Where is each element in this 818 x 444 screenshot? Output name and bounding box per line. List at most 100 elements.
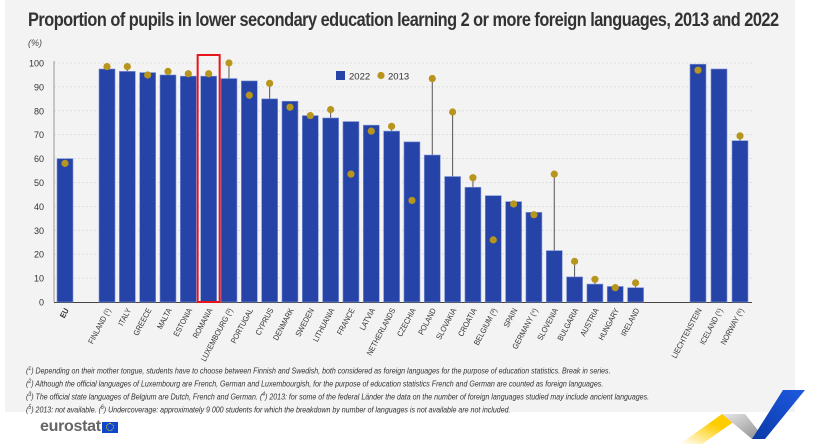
footnote-1: (1) Depending on their mother tongue, st… bbox=[26, 366, 611, 376]
y-tick-label: 40 bbox=[34, 202, 44, 212]
dot-2013 bbox=[388, 122, 396, 130]
dot-2013 bbox=[61, 159, 69, 167]
footnotes: (1) Depending on their mother tongue, st… bbox=[26, 364, 649, 417]
x-tick-label: MALTA bbox=[155, 307, 174, 331]
dot-2013 bbox=[530, 211, 538, 219]
x-tick-label: LATVIA bbox=[358, 307, 378, 332]
dot-2013 bbox=[509, 200, 518, 208]
dot-2013 bbox=[736, 132, 744, 140]
eurostat-logo[interactable]: eurostat bbox=[40, 418, 118, 436]
bar-2022 bbox=[731, 140, 749, 303]
dot-2013 bbox=[245, 91, 253, 99]
dot-2013 bbox=[591, 275, 599, 283]
gridlines bbox=[53, 61, 752, 303]
bar-2022 bbox=[586, 283, 604, 303]
dot-2013 bbox=[103, 62, 111, 71]
legend: 2022 2013 bbox=[336, 71, 409, 83]
dot-2013 bbox=[408, 196, 416, 205]
bar-2022 bbox=[444, 176, 461, 303]
dot-2013 bbox=[367, 127, 375, 135]
dot-2013 bbox=[449, 108, 457, 116]
dot-2013 bbox=[469, 174, 477, 182]
x-tick-label: IRELAND bbox=[619, 306, 642, 338]
bar-2022 bbox=[566, 276, 583, 303]
bar-2022 bbox=[200, 75, 217, 303]
bars-2022 bbox=[56, 63, 749, 303]
footnote-5-6: (5) 2013: not available. (6) Undercovera… bbox=[26, 405, 511, 416]
dot-2013 bbox=[694, 66, 702, 74]
bar-2022 bbox=[159, 74, 177, 303]
legend-swatch-2022 bbox=[336, 71, 345, 80]
bar-2022 bbox=[342, 121, 360, 303]
x-tick-label: EU bbox=[58, 307, 71, 320]
bar-2022 bbox=[505, 201, 522, 303]
y-axis-ticks: 0 10 20 30 40 50 60 70 80 90 100 bbox=[29, 59, 44, 308]
x-tick-label: FINLAND (¹) bbox=[86, 306, 113, 345]
dot-2013 bbox=[164, 67, 172, 75]
y-tick-label: 50 bbox=[34, 178, 44, 188]
bar-2022 bbox=[322, 117, 339, 303]
dot-2013 bbox=[123, 62, 131, 71]
footnote-3-4: (3) The official state languages of Belg… bbox=[26, 392, 650, 403]
bar-2022 bbox=[301, 115, 319, 303]
dot-2013 bbox=[184, 70, 192, 78]
bar-2022 bbox=[689, 63, 707, 303]
bar-2022 bbox=[139, 72, 156, 303]
x-tick-label: POLAND bbox=[416, 306, 438, 336]
dot-2013 bbox=[570, 257, 579, 265]
dot-2013 bbox=[327, 106, 335, 114]
dots-2013 bbox=[61, 59, 744, 292]
dot-2013 bbox=[205, 70, 213, 78]
bar-2022 bbox=[464, 186, 482, 303]
bar-2022 bbox=[98, 68, 116, 303]
y-tick-label: 70 bbox=[34, 130, 44, 140]
bar-2022 bbox=[525, 212, 543, 303]
bar-2022 bbox=[383, 130, 400, 303]
y-tick-label: 90 bbox=[34, 82, 44, 92]
x-tick-label: ITALY bbox=[116, 307, 133, 328]
bar-2022 bbox=[220, 78, 238, 303]
dot-2013 bbox=[489, 236, 497, 244]
x-tick-label: SPAIN bbox=[501, 307, 519, 330]
bar-2022 bbox=[403, 141, 421, 303]
bar-chart: 0 10 20 30 40 50 60 70 80 90 100 EU FINLAND (¹) ITAL… bbox=[29, 54, 752, 363]
decorative-ribbon-icon bbox=[680, 390, 805, 444]
legend-label-2013: 2013 bbox=[388, 72, 409, 83]
legend-swatch-2013 bbox=[377, 71, 385, 80]
x-tick-label: GREECE bbox=[131, 307, 153, 338]
y-tick-label: 100 bbox=[29, 59, 44, 69]
x-tick-label: AUSTRIA bbox=[578, 307, 601, 338]
dot-2013 bbox=[225, 59, 233, 67]
chart-title: Proportion of pupils in lower secondary … bbox=[28, 10, 779, 31]
y-tick-label: 80 bbox=[34, 106, 44, 116]
x-tick-label: LIECHTENSTEIN bbox=[669, 307, 703, 360]
bar-2022 bbox=[119, 71, 136, 303]
x-tick-label: FRANCE bbox=[335, 307, 357, 337]
bar-2022 bbox=[710, 68, 728, 303]
dot-2013 bbox=[286, 103, 294, 111]
logo-text: eurostat bbox=[40, 418, 101, 435]
bar-2022 bbox=[423, 154, 441, 303]
dot-2013 bbox=[144, 71, 152, 79]
legend-label-2022: 2022 bbox=[349, 72, 370, 83]
bar-2022 bbox=[281, 100, 299, 303]
bar-2022 bbox=[56, 158, 74, 303]
y-tick-label: 20 bbox=[34, 250, 44, 260]
bar-2022 bbox=[627, 287, 644, 303]
y-axis-unit: (%) bbox=[28, 38, 42, 48]
y-tick-label: 60 bbox=[34, 154, 44, 164]
dot-2013 bbox=[306, 111, 314, 120]
change-connectors bbox=[126, 63, 741, 288]
dot-2013 bbox=[631, 279, 640, 287]
bar-2022 bbox=[180, 75, 197, 303]
dot-2013 bbox=[550, 170, 558, 178]
highlight-box-romania bbox=[196, 54, 221, 303]
dot-2013 bbox=[428, 74, 436, 83]
x-tick-label: CZECHIA bbox=[395, 307, 418, 339]
footnote-2: (2) Although the official languages of L… bbox=[26, 379, 604, 389]
bar-2022 bbox=[241, 80, 258, 303]
x-tick-label: CYPRUS bbox=[253, 307, 275, 337]
eu-flag-icon bbox=[101, 421, 118, 433]
y-tick-label: 10 bbox=[34, 274, 44, 284]
